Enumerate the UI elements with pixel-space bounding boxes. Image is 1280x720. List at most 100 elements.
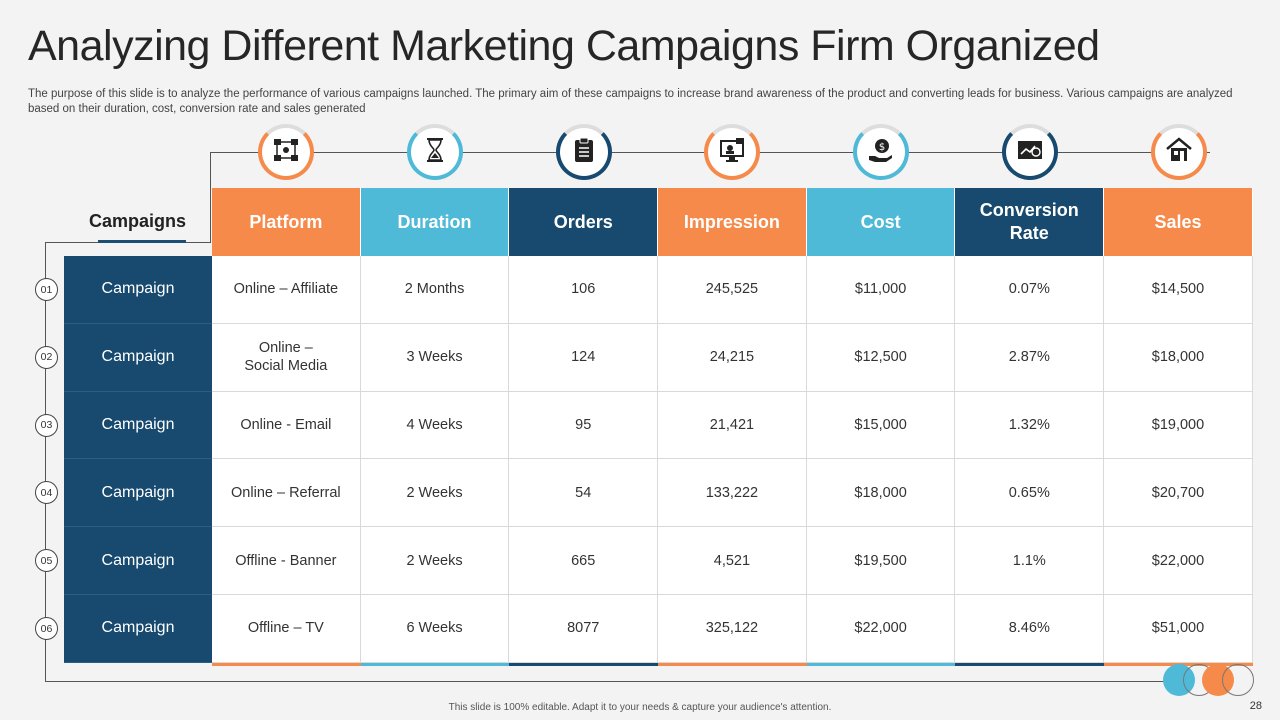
row-label: Campaign	[64, 527, 212, 595]
table-row: Campaign Online – Referral 2 Weeks 54 133,22…	[64, 459, 1253, 528]
column-header-platform: Platform	[212, 188, 361, 256]
table-cell: Offline – TV	[212, 594, 361, 663]
slide-title: Analyzing Different Marketing Campaigns …	[28, 22, 1100, 70]
bottom-connector-line	[45, 681, 1165, 682]
table-cell: 1.32%	[955, 391, 1105, 460]
table-cell: $18,000	[1104, 323, 1253, 392]
campaign-table: Campaigns Platform Duration Orders Impressi…	[64, 188, 1253, 666]
table-cell: 2 Weeks	[360, 527, 510, 595]
table-cell: $12,500	[806, 323, 956, 392]
row-label: Campaign	[64, 594, 212, 663]
table-cell: Online – Social Media	[212, 323, 361, 392]
table-cell: 8077	[509, 594, 659, 663]
row-label: Campaign	[64, 256, 212, 324]
row-number-badge: 04	[35, 481, 58, 505]
table-cell: 2 Weeks	[360, 459, 510, 528]
table-cell: 665	[509, 527, 659, 595]
bottom-accent-segment	[658, 662, 807, 666]
table-header-row: Campaigns Platform Duration Orders Impressi…	[64, 188, 1253, 256]
table-cell: $19,000	[1104, 391, 1253, 460]
row-label: Campaign	[64, 391, 212, 460]
table-row: Campaign Online - Email 4 Weeks 95 21,421 $15…	[64, 391, 1253, 460]
bottom-accent-segment	[360, 662, 510, 666]
clipboard-icon-badge	[555, 124, 612, 180]
row-number-badge: 03	[35, 413, 58, 437]
network-icon	[272, 136, 300, 169]
table-row: Campaign Online – Affiliate 2 Months 106 245…	[64, 256, 1253, 324]
table-cell: 124	[509, 323, 659, 392]
money-hand-icon-badge: $	[853, 124, 910, 180]
table-row: Campaign Offline – TV 6 Weeks 8077 325,122 $2…	[64, 594, 1253, 663]
table-bottom-accent	[212, 662, 1253, 666]
table-cell: 0.65%	[955, 459, 1105, 528]
column-header-cost: Cost	[806, 188, 956, 256]
table-cell: $22,000	[1104, 527, 1253, 595]
table-cell: 4,521	[658, 527, 807, 595]
table-row: Campaign Online – Social Media 3 Weeks 124 2…	[64, 323, 1253, 392]
campaigns-header: Campaigns	[64, 188, 212, 256]
network-icon-badge	[258, 124, 315, 180]
table-cell: 24,215	[658, 323, 807, 392]
conversion-icon-badge	[1001, 124, 1058, 180]
table-cell: 95	[509, 391, 659, 460]
money-hand-icon: $	[867, 136, 895, 169]
table-cell: Online - Email	[212, 391, 361, 460]
table-cell: 2.87%	[955, 323, 1105, 392]
table-cell: 21,421	[658, 391, 807, 460]
table-cell: 4 Weeks	[360, 391, 510, 460]
table-cell: Online – Referral	[212, 459, 361, 528]
table-cell: 245,525	[658, 256, 807, 324]
table-cell: $14,500	[1104, 256, 1253, 324]
store-icon-badge	[1150, 124, 1207, 180]
hourglass-icon-badge	[407, 124, 464, 180]
table-cell: Offline - Banner	[212, 527, 361, 595]
row-label: Campaign	[64, 459, 212, 528]
row-number-badge: 02	[35, 345, 58, 369]
clipboard-icon	[570, 136, 598, 169]
table-cell: $19,500	[806, 527, 956, 595]
slide-subtitle: The purpose of this slide is to analyze …	[28, 88, 1233, 115]
deco-circle-outline-2	[1222, 664, 1254, 696]
store-icon	[1165, 136, 1193, 169]
bottom-accent-segment	[509, 662, 659, 666]
table-cell: $22,000	[806, 594, 956, 663]
table-cell: 106	[509, 256, 659, 324]
row-number-badge: 06	[35, 617, 58, 640]
column-header-orders: Orders	[509, 188, 659, 256]
row-number-badge: 05	[35, 549, 58, 573]
column-header-impression: Impression	[658, 188, 807, 256]
bottom-accent-segment	[955, 662, 1105, 666]
svg-text:$: $	[879, 142, 885, 153]
table-cell: 6 Weeks	[360, 594, 510, 663]
bottom-accent-segment	[212, 662, 361, 666]
campaigns-header-underline	[98, 240, 186, 243]
row-label: Campaign	[64, 323, 212, 392]
table-cell: $51,000	[1104, 594, 1253, 663]
table-row: Campaign Offline - Banner 2 Weeks 665 4,521 $…	[64, 527, 1253, 595]
conversion-icon	[1016, 136, 1044, 169]
left-connector-vertical	[45, 242, 46, 682]
table-cell: $18,000	[806, 459, 956, 528]
monitor-icon	[718, 136, 746, 169]
table-cell: Online – Affiliate	[212, 256, 361, 324]
table-cell: 3 Weeks	[360, 323, 510, 392]
table-cell: $15,000	[806, 391, 956, 460]
footer-note: This slide is 100% editable. Adapt it to…	[448, 702, 832, 713]
monitor-icon-badge	[704, 124, 761, 180]
table-cell: 8.46%	[955, 594, 1105, 663]
table-cell: $20,700	[1104, 459, 1253, 528]
table-cell: 133,222	[658, 459, 807, 528]
table-cell: 54	[509, 459, 659, 528]
table-cell: $11,000	[806, 256, 956, 324]
column-header-sales: Sales	[1104, 188, 1253, 256]
table-cell: 0.07%	[955, 256, 1105, 324]
hourglass-icon	[421, 136, 449, 169]
bottom-accent-segment	[806, 662, 956, 666]
table-cell: 1.1%	[955, 527, 1105, 595]
table-cell: 2 Months	[360, 256, 510, 324]
page-number: 28	[1249, 700, 1262, 712]
row-number-badge: 01	[35, 278, 58, 301]
left-connector-stub	[210, 152, 211, 242]
column-header-duration: Duration	[360, 188, 510, 256]
campaigns-header-label: Campaigns	[89, 211, 187, 231]
